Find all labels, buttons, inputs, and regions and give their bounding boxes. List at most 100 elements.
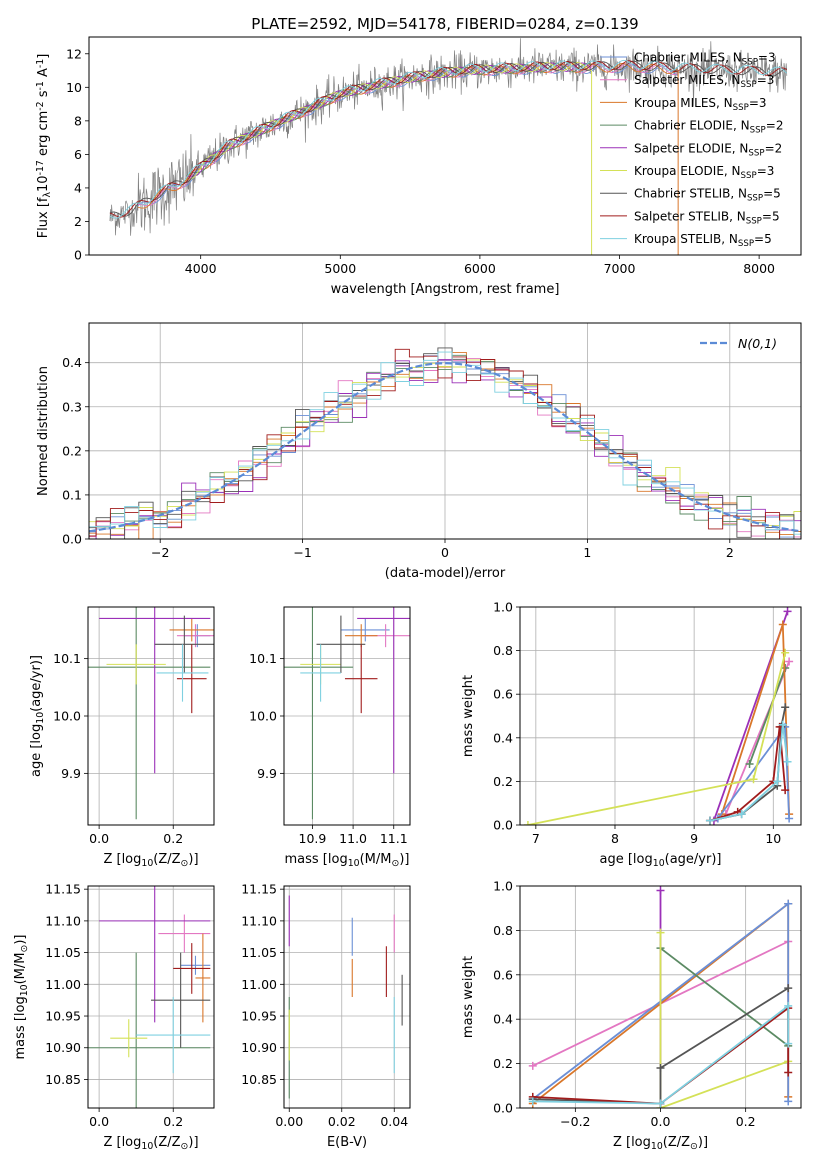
legend-label: Kroupa ELODIE, NSSP=3 — [634, 164, 774, 181]
axes-frame — [283, 885, 411, 1109]
legend: N(0,1) — [700, 336, 777, 351]
label-part: Kroupa MILES, N — [634, 96, 733, 110]
y-tick-label: 0.2 — [62, 443, 82, 458]
weight-marker-chabrier_miles — [785, 814, 794, 823]
x-axis-label: wavelength [Angstrom, rest frame] — [331, 282, 560, 297]
x-tick-label: 5000 — [324, 261, 356, 276]
label-part: ⊙ — [19, 945, 30, 953]
label-part: E(B-V) — [327, 1135, 367, 1150]
y-tick-label: 10.1 — [249, 651, 277, 666]
label-part: (age/yr)] — [29, 655, 44, 712]
label-part: =3 — [757, 164, 775, 178]
y-tick-label: 0.0 — [493, 1101, 513, 1116]
y-tick-label: 1.0 — [493, 600, 513, 615]
label-part: s — [36, 90, 51, 101]
x-tick-label: 9 — [690, 831, 698, 846]
legend-label: Chabrier STELIB, NSSP=5 — [634, 187, 781, 204]
plot-area-age_vs_Z — [88, 607, 214, 820]
label-part: =3 — [757, 73, 775, 87]
y-tick-label: 10.1 — [53, 651, 81, 666]
y-tick-label: 0.4 — [493, 730, 513, 745]
label-part: ⊙ — [690, 1141, 698, 1152]
label-part: )] — [188, 1135, 198, 1150]
weight-marker-kroupa_stelib — [784, 1039, 793, 1048]
x-tick-label: 4000 — [185, 261, 217, 276]
y-tick-label: 1.0 — [493, 879, 513, 894]
label-part: (Z/Z — [153, 852, 180, 867]
weight-marker-salpeter_miles — [785, 657, 794, 666]
label-part: SSP — [750, 126, 766, 136]
label-part: Salpeter MILES, N — [634, 73, 741, 87]
label-part: 10 — [19, 984, 30, 996]
plot-area-residuals — [89, 347, 801, 539]
weight-marker-chabrier_stelib — [784, 984, 793, 993]
weight-marker-chabrier_elodie — [745, 759, 754, 768]
label-part: 10 — [35, 712, 46, 724]
weight-line-chabrier_elodie — [748, 667, 787, 765]
label-part: -2 — [35, 101, 46, 110]
label-part: ] — [36, 54, 51, 59]
label-part: SSP — [746, 216, 762, 226]
y-tick-label: 10.90 — [241, 1040, 277, 1055]
weight-marker-salpeter_stelib — [781, 786, 790, 795]
x-tick-label: 0.04 — [380, 1114, 408, 1129]
y-tick-label: 11.15 — [45, 882, 81, 897]
y-tick-label: 6 — [74, 147, 82, 162]
x-tick-label: 1 — [583, 545, 591, 560]
plot-area-weight_vs_Z — [528, 886, 793, 1108]
weight-line-chabrier_elodie — [659, 947, 789, 1047]
weight-marker-kroupa_elodie — [749, 775, 758, 784]
x-tick-label: 0.2 — [163, 1114, 183, 1129]
y-axis-label: mass weight — [461, 956, 476, 1038]
y-tick-label: 12 — [66, 46, 82, 61]
weight-line-kroupa_stelib — [532, 1004, 790, 1105]
label-part: =2 — [765, 141, 783, 155]
x-tick-label: −1 — [293, 545, 311, 560]
label-part: =5 — [754, 232, 772, 246]
histogram-kroupa_stelib — [89, 351, 801, 535]
label-part: erg cm — [36, 111, 51, 160]
y-tick-label: 0.1 — [62, 487, 82, 502]
panel-mass_vs_Z: 0.0 0.2 10.85 10.90 10.95 11.00 11.05 11.10 11.1… — [13, 882, 215, 1152]
label-part: (M/M — [360, 852, 392, 867]
model-spectrum-salpeter_miles — [137, 63, 678, 207]
x-tick-label: 10 — [765, 831, 781, 846]
label-part: 10 — [141, 858, 153, 869]
label-part: Salpeter ELODIE, N — [634, 141, 748, 155]
label-part: Chabrier MILES, N — [634, 51, 742, 65]
y-tick-label: 0.3 — [62, 399, 82, 414]
y-tick-label: 0.6 — [493, 967, 513, 982]
weight-marker-kroupa_elodie — [656, 928, 665, 937]
label-part: )] — [188, 852, 198, 867]
label-part: (Z/Z — [663, 1135, 690, 1150]
x-tick-label: 7000 — [604, 261, 636, 276]
axes-frame — [88, 36, 802, 256]
x-axis-label: mass [log10(M/M⊙)] — [285, 852, 410, 869]
label-part: mass weight — [461, 956, 476, 1038]
y-tick-label: 10.0 — [53, 709, 81, 724]
y-tick-label: 11.05 — [241, 945, 277, 960]
y-tick-label: 0.2 — [493, 774, 513, 789]
y-tick-label: 10.95 — [241, 1009, 277, 1024]
weight-marker-salpeter_elodie — [656, 886, 665, 895]
y-tick-label: 11.00 — [45, 977, 81, 992]
label-part: Chabrier STELIB, N — [634, 187, 747, 201]
label-part: SSP — [747, 194, 763, 204]
label-part: -1 — [35, 59, 46, 68]
legend: Chabrier MILES, N SSP =3 Salpeter MILES, N S… — [600, 51, 783, 249]
y-tick-label: 9.9 — [257, 766, 277, 781]
weight-line-chabrier_stelib — [532, 987, 789, 1105]
weight-marker-chabrier_miles — [784, 1097, 793, 1106]
weight-marker-kroupa_stelib — [773, 777, 782, 786]
legend-label: Salpeter STELIB, NSSP=5 — [634, 209, 780, 226]
panel-residuals: −2 −1 0 1 2 0.0 0.1 0.2 0.3 0.4 (data-model)/error… — [36, 322, 802, 581]
y-tick-label: 2 — [74, 214, 82, 229]
x-tick-label: 7 — [532, 831, 540, 846]
x-tick-label: 6000 — [464, 261, 496, 276]
label-part: ⊙ — [181, 858, 189, 869]
plot-area-weight_vs_age — [523, 607, 794, 825]
plot-area-spectrum — [109, 38, 788, 255]
label-part: Normed distribution — [36, 366, 51, 496]
